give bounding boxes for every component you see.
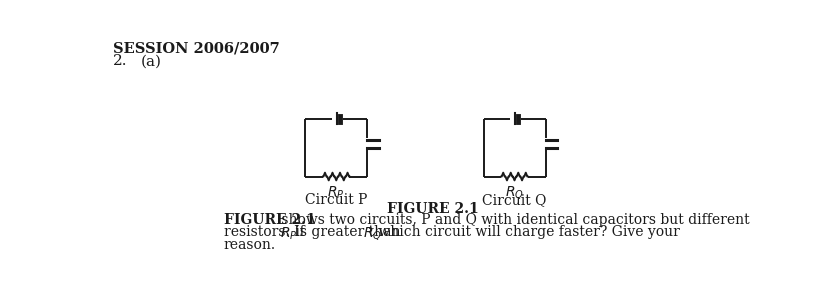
Text: Circuit Q: Circuit Q xyxy=(482,194,547,208)
Text: Circuit P: Circuit P xyxy=(305,194,368,208)
Text: FIGURE 2.1: FIGURE 2.1 xyxy=(388,202,479,216)
Text: resistors. If: resistors. If xyxy=(224,225,309,239)
Text: is greater than: is greater than xyxy=(290,225,404,239)
Text: shows two circuits, P and Q with identical capacitors but different: shows two circuits, P and Q with identic… xyxy=(276,213,749,227)
Text: $R_P$: $R_P$ xyxy=(328,184,345,201)
Text: $R_Q$: $R_Q$ xyxy=(505,184,524,201)
Text: which circuit will charge faster? Give your: which circuit will charge faster? Give y… xyxy=(374,225,680,239)
Text: 2.: 2. xyxy=(113,55,128,68)
Text: $R_P$: $R_P$ xyxy=(280,225,297,242)
Text: $R_Q$: $R_Q$ xyxy=(364,225,383,242)
Text: SESSION 2006/2007: SESSION 2006/2007 xyxy=(113,41,280,56)
Text: (a): (a) xyxy=(141,55,162,68)
Text: FIGURE 2.1: FIGURE 2.1 xyxy=(224,213,315,227)
Text: reason.: reason. xyxy=(224,238,276,252)
